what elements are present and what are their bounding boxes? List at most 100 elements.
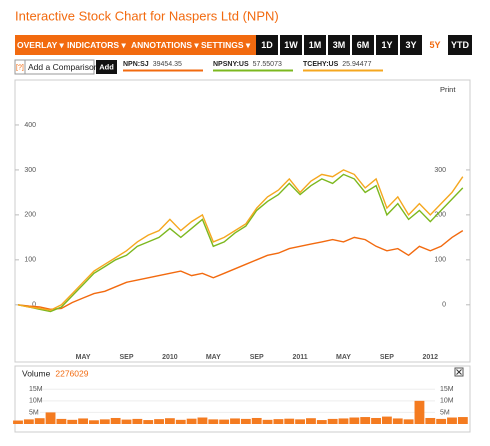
volume-bar	[164, 418, 175, 424]
range-button[interactable]: 3Y	[405, 40, 416, 50]
close-icon[interactable]	[454, 367, 464, 377]
volume-bar	[349, 417, 360, 424]
y2-tick-label: 200	[434, 212, 446, 219]
volume-bar	[295, 419, 306, 424]
volume-bar	[403, 419, 414, 424]
range-button-bg[interactable]	[280, 35, 302, 55]
volume-bar	[371, 417, 381, 424]
range-button[interactable]: 6M	[357, 40, 370, 50]
volume-bar	[208, 419, 219, 424]
range-button[interactable]: YTD	[451, 40, 470, 50]
x-tick-label: 2010	[162, 354, 178, 361]
volume-tick-label-right: 10M	[440, 398, 454, 405]
legend-last: 57.55073	[253, 61, 282, 68]
volume-bar	[78, 418, 89, 424]
volume-bar	[121, 419, 132, 424]
volume-bar	[67, 419, 78, 424]
volume-bar	[186, 418, 197, 424]
volume-bar	[284, 418, 295, 424]
volume-tick-label-right: 5M	[440, 409, 450, 416]
x-tick-label: MAY	[206, 354, 221, 361]
volume-bar	[381, 416, 392, 424]
volume-bar	[338, 418, 349, 424]
comparison-placeholder[interactable]: Add a Comparison	[28, 62, 99, 72]
range-button-bg[interactable]	[328, 35, 350, 55]
volume-bar	[110, 417, 121, 424]
legend-last: 39454.35	[153, 61, 182, 68]
range-button-bg[interactable]	[400, 35, 422, 55]
range-button[interactable]: 3M	[333, 40, 346, 50]
menu-button[interactable]: SETTINGS ▾	[201, 40, 251, 50]
range-button[interactable]: 1M	[309, 40, 322, 50]
legend-name: NPN:SJ	[123, 61, 149, 68]
volume-bar	[327, 418, 338, 424]
y-tick-label: 100	[24, 257, 36, 264]
volume-bar	[436, 418, 447, 424]
range-button-bg[interactable]	[424, 35, 446, 55]
volume-bar	[414, 400, 425, 424]
add-button-bg[interactable]	[96, 60, 117, 74]
range-button-bg[interactable]	[376, 35, 398, 55]
range-button[interactable]: 1D	[261, 40, 273, 50]
x-tick-label: SEP	[119, 354, 133, 361]
page-title: Interactive Stock Chart for Naspers Ltd …	[15, 8, 279, 23]
range-button-bg[interactable]	[256, 35, 278, 55]
volume-bar	[425, 417, 436, 424]
volume-bar	[251, 417, 262, 424]
range-button[interactable]: 1W	[284, 40, 298, 50]
volume-bar	[89, 420, 99, 424]
volume-tick-label: 15M	[29, 386, 43, 393]
print-button[interactable]: Print	[440, 85, 456, 94]
range-button[interactable]: 1Y	[381, 40, 392, 50]
help-icon[interactable]: [?]	[16, 64, 24, 71]
menu-bar	[15, 35, 256, 55]
volume-bar	[197, 417, 208, 424]
menu-button[interactable]: INDICATORS ▾	[67, 40, 126, 50]
volume-bar	[273, 419, 284, 424]
menu-button[interactable]: ANNOTATIONS ▾	[131, 40, 199, 50]
volume-title: Volume	[22, 368, 51, 378]
volume-bar	[447, 417, 457, 424]
volume-bar	[132, 418, 143, 424]
volume-last: 2276029	[55, 368, 88, 378]
range-button-bg[interactable]	[304, 35, 326, 55]
comparison-input[interactable]	[24, 59, 95, 75]
volume-bar	[262, 419, 273, 424]
volume-bar	[34, 418, 45, 424]
volume-tick-label-right: 15M	[440, 386, 454, 393]
y-tick-label: 400	[24, 122, 36, 129]
menu-button[interactable]: OVERLAY ▾	[17, 40, 65, 50]
legend-name: TCEHY:US	[303, 61, 339, 68]
range-button-bg[interactable]	[448, 35, 472, 55]
price-line	[17, 169, 464, 311]
range-button-bg[interactable]	[352, 35, 374, 55]
legend-name: NPSNY:US	[213, 61, 249, 68]
x-tick-label: 2011	[293, 354, 308, 361]
price-line	[17, 173, 464, 313]
volume-bar	[306, 418, 316, 424]
price-panel	[14, 79, 471, 363]
y2-tick-label: 100	[434, 257, 446, 264]
y2-tick-label: 300	[434, 167, 446, 174]
volume-tick-label: 5M	[29, 409, 39, 416]
x-tick-label: MAY	[336, 354, 351, 361]
y2-tick-label: 0	[442, 302, 446, 309]
volume-bar	[457, 417, 468, 424]
y-tick-label: 200	[24, 212, 36, 219]
volume-bar	[392, 418, 403, 424]
legend-last: 25.94477	[342, 61, 371, 68]
volume-bar	[316, 420, 327, 424]
x-tick-label: SEP	[380, 354, 394, 361]
range-button[interactable]: 5Y	[429, 40, 440, 50]
add-button[interactable]: Add	[99, 62, 114, 71]
volume-bar	[240, 418, 251, 424]
volume-tick-label: 10M	[29, 398, 43, 405]
x-tick-label: SEP	[250, 354, 264, 361]
volume-bar	[219, 419, 230, 424]
volume-bar	[45, 412, 56, 424]
price-line	[17, 230, 464, 311]
volume-bar	[175, 419, 186, 424]
volume-bar	[360, 417, 371, 424]
y-tick-label: 300	[24, 167, 36, 174]
